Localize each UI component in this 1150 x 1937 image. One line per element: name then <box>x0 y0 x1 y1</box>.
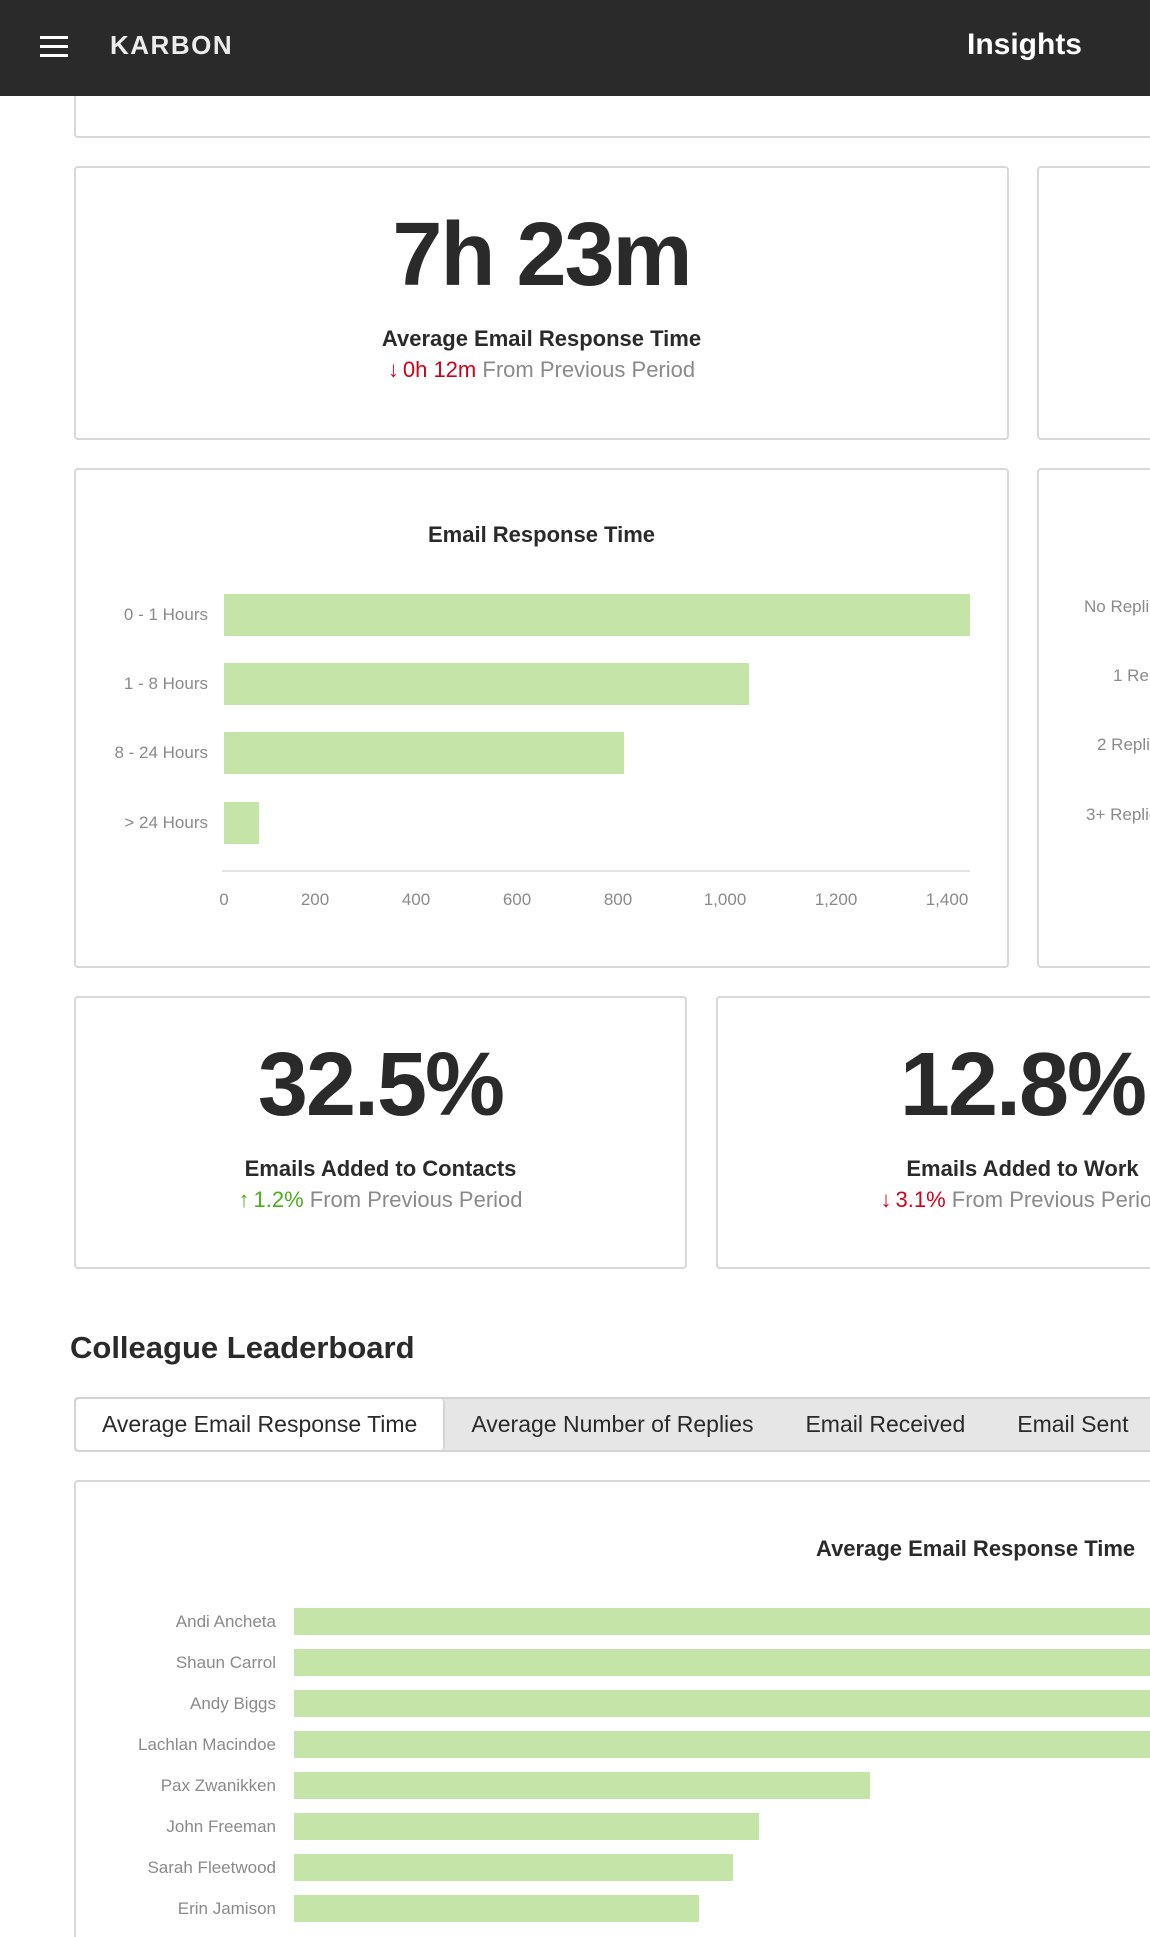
hamburger-menu-icon[interactable] <box>40 36 68 58</box>
delta-suffix: From Previous Period <box>482 357 696 382</box>
leaderboard-row: Lachlan Macindoe <box>76 1731 1150 1758</box>
kpi-card-added-to-work: 12.8% Emails Added to Work ↓ 3.1% From Pr… <box>716 996 1150 1269</box>
leaderboard-chart-card: Average Email Response Time Andi Ancheta… <box>74 1480 1150 1937</box>
leaderboard-row: Andy Biggs <box>76 1690 1150 1717</box>
bar-label: No Replies <box>1084 597 1150 616</box>
chart-bar[interactable] <box>224 663 749 705</box>
leaderboard-row: Sarah Fleetwood <box>76 1854 1150 1881</box>
x-tick: 1,400 <box>925 890 969 909</box>
kpi-delta: ↓ 3.1% From Previous Period <box>718 1187 1150 1213</box>
leaderboard-row: Erin Jamison <box>76 1895 1150 1922</box>
x-tick: 1,200 <box>814 890 858 909</box>
leaderboard-tabs: Average Email Response Time Average Numb… <box>74 1397 1150 1452</box>
kpi-delta: ↓ 0h 12m From Previous Period <box>76 357 1007 383</box>
bar-label: 3+ Replies <box>1086 805 1150 824</box>
bar-label: 1 Reply <box>1113 666 1150 685</box>
bar-label: > 24 Hours <box>124 813 208 832</box>
colleague-name: Erin Jamison <box>177 1899 276 1918</box>
chart-bar-row: > 24 Hours <box>76 802 1007 844</box>
tab-average-number-of-replies[interactable]: Average Number of Replies <box>471 1411 754 1437</box>
chart-bar-row: 0 - 1 Hours <box>76 594 1007 636</box>
colleague-name: Shaun Carrol <box>175 1653 276 1672</box>
colleague-name: John Freeman <box>166 1817 276 1836</box>
delta-suffix: From Previous Period <box>309 1187 523 1212</box>
tab-email-received[interactable]: Email Received <box>805 1411 966 1437</box>
partial-replies-chart-card: No Replies 1 Reply 2 Replies 3+ Replies <box>1037 468 1150 968</box>
tab-average-email-response-time[interactable]: Average Email Response Time <box>76 1399 446 1450</box>
delta-value: 1.2% <box>253 1187 304 1212</box>
bar-label: 2 Replies <box>1097 735 1150 754</box>
kpi-label: Emails Added to Contacts <box>244 1156 517 1181</box>
kpi-label: Average Email Response Time <box>381 326 702 351</box>
arrow-down-icon: ↓ <box>880 1187 892 1212</box>
section-title-leaderboard: Colleague Leaderboard <box>70 1330 415 1365</box>
delta-value: 3.1% <box>895 1187 946 1212</box>
leaderboard-bar[interactable] <box>294 1854 733 1881</box>
colleague-name: Sarah Fleetwood <box>147 1858 276 1877</box>
leaderboard-row: Andi Ancheta <box>76 1608 1150 1635</box>
arrow-up-icon: ↑ <box>238 1187 250 1212</box>
delta-suffix: From Previous Period <box>951 1187 1150 1212</box>
partial-right-kpi-card <box>1037 166 1150 440</box>
kpi-delta: ↑ 1.2% From Previous Period <box>76 1187 685 1213</box>
bar-label: 1 - 8 Hours <box>123 674 208 693</box>
kpi-value: 7h 23m <box>392 205 692 305</box>
chart-bar[interactable] <box>224 802 259 844</box>
colleague-name: Pax Zwanikken <box>160 1776 276 1795</box>
leaderboard-row: Shaun Carrol <box>76 1649 1150 1676</box>
x-tick: 0 <box>219 890 229 909</box>
x-tick: 200 <box>300 890 330 909</box>
kpi-label: Emails Added to Work <box>906 1156 1139 1181</box>
leaderboard-bar[interactable] <box>294 1772 870 1799</box>
chart-bar-row: 8 - 24 Hours <box>76 732 1007 774</box>
x-tick: 400 <box>401 890 431 909</box>
chart-title: Email Response Time <box>427 522 655 547</box>
tab-email-sent[interactable]: Email Sent <box>1017 1411 1129 1437</box>
bar-label: 8 - 24 Hours <box>114 743 208 762</box>
kpi-value: 32.5% <box>257 1035 505 1135</box>
x-axis-line <box>222 870 970 872</box>
leaderboard-row: Pax Zwanikken <box>76 1772 1150 1799</box>
leaderboard-bar[interactable] <box>294 1813 759 1840</box>
colleague-name: Andy Biggs <box>190 1694 276 1713</box>
kpi-value: 12.8% <box>899 1035 1147 1135</box>
chart-bar-row: 1 - 8 Hours <box>76 663 1007 705</box>
leaderboard-bar[interactable] <box>294 1649 1150 1676</box>
leaderboard-bar[interactable] <box>294 1895 699 1922</box>
arrow-down-icon: ↓ <box>387 357 399 382</box>
leaderboard-bar[interactable] <box>294 1690 1150 1717</box>
page-title: Insights <box>966 28 1082 61</box>
x-tick: 800 <box>603 890 633 909</box>
bar-label: 0 - 1 Hours <box>123 605 208 624</box>
kpi-card-response-time: 7h 23m Average Email Response Time ↓ 0h 1… <box>74 166 1009 440</box>
top-nav-bar: KARBON Insights <box>0 0 1150 96</box>
brand-logo[interactable]: KARBON <box>110 30 234 60</box>
leaderboard-bar[interactable] <box>294 1608 1150 1635</box>
chart-card-email-response-time: Email Response Time 0 - 1 Hours 1 - 8 Ho… <box>74 468 1009 968</box>
chart-bar[interactable] <box>224 594 970 636</box>
chart-title: Average Email Response Time <box>816 1536 1136 1561</box>
kpi-card-added-to-contacts: 32.5% Emails Added to Contacts ↑ 1.2% Fro… <box>74 996 687 1269</box>
leaderboard-bar[interactable] <box>294 1731 1150 1758</box>
chart-bar[interactable] <box>224 732 624 774</box>
colleague-name: Andi Ancheta <box>175 1612 276 1631</box>
x-tick: 1,000 <box>703 890 747 909</box>
delta-value: 0h 12m <box>402 357 477 382</box>
x-tick: 600 <box>502 890 532 909</box>
leaderboard-row: John Freeman <box>76 1813 1150 1840</box>
colleague-name: Lachlan Macindoe <box>138 1735 276 1754</box>
